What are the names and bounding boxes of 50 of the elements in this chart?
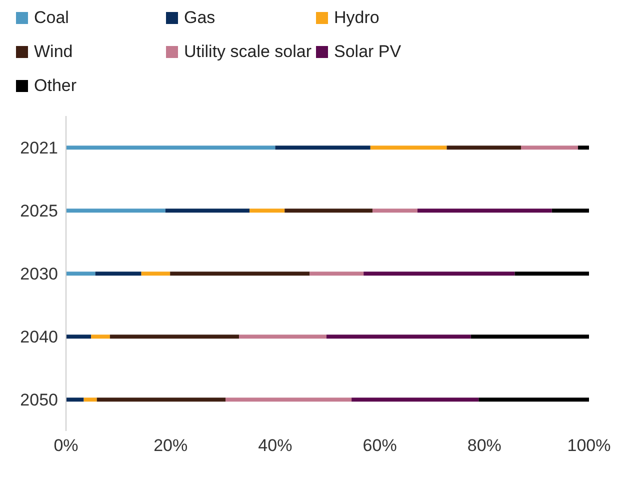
bar bbox=[352, 398, 479, 402]
y-tick-label: 2021 bbox=[20, 138, 58, 158]
bar bbox=[552, 208, 589, 213]
bar bbox=[239, 334, 326, 339]
bar bbox=[170, 272, 310, 276]
x-tick-label: 40% bbox=[258, 436, 292, 456]
y-tick-label: 2030 bbox=[20, 264, 58, 284]
legend-label: Solar PV bbox=[334, 42, 402, 62]
bar bbox=[446, 146, 522, 150]
bar bbox=[110, 334, 240, 339]
x-tick-label: 80% bbox=[467, 436, 502, 456]
bar bbox=[372, 208, 418, 213]
bar bbox=[84, 398, 97, 402]
x-tick-label: 0% bbox=[54, 436, 78, 456]
bar bbox=[326, 334, 471, 339]
bar bbox=[226, 398, 352, 402]
legend-label: Utility scale solar bbox=[184, 42, 312, 62]
legend-label: Hydro bbox=[334, 8, 380, 28]
bar bbox=[370, 146, 447, 150]
y-tick-label: 2040 bbox=[20, 328, 58, 347]
bar bbox=[478, 398, 589, 402]
bar bbox=[66, 146, 276, 150]
bar bbox=[275, 146, 370, 150]
bar bbox=[91, 334, 110, 339]
bar bbox=[284, 208, 372, 213]
bar bbox=[66, 398, 84, 402]
bar bbox=[66, 272, 96, 276]
legend-label: Coal bbox=[34, 8, 69, 28]
bar bbox=[310, 272, 364, 276]
bar bbox=[95, 272, 142, 276]
bar bbox=[578, 146, 589, 150]
x-tick-label: 60% bbox=[362, 436, 397, 456]
bar bbox=[514, 272, 589, 276]
bar bbox=[66, 208, 166, 213]
bar bbox=[250, 208, 285, 213]
bar bbox=[364, 272, 515, 276]
bar bbox=[96, 398, 226, 402]
bar bbox=[470, 334, 589, 339]
bar bbox=[165, 208, 250, 213]
bar bbox=[521, 146, 578, 150]
bar bbox=[66, 334, 92, 339]
legend-label: Gas bbox=[184, 8, 216, 28]
legend-label: Wind bbox=[34, 42, 73, 62]
bar bbox=[141, 272, 170, 276]
y-tick-label: 2025 bbox=[20, 202, 58, 221]
x-tick-label: 20% bbox=[154, 436, 188, 456]
y-tick-label: 2050 bbox=[20, 390, 58, 410]
legend-label: Other bbox=[34, 76, 77, 96]
bar bbox=[417, 208, 552, 213]
x-tick-label: 100% bbox=[567, 436, 611, 456]
